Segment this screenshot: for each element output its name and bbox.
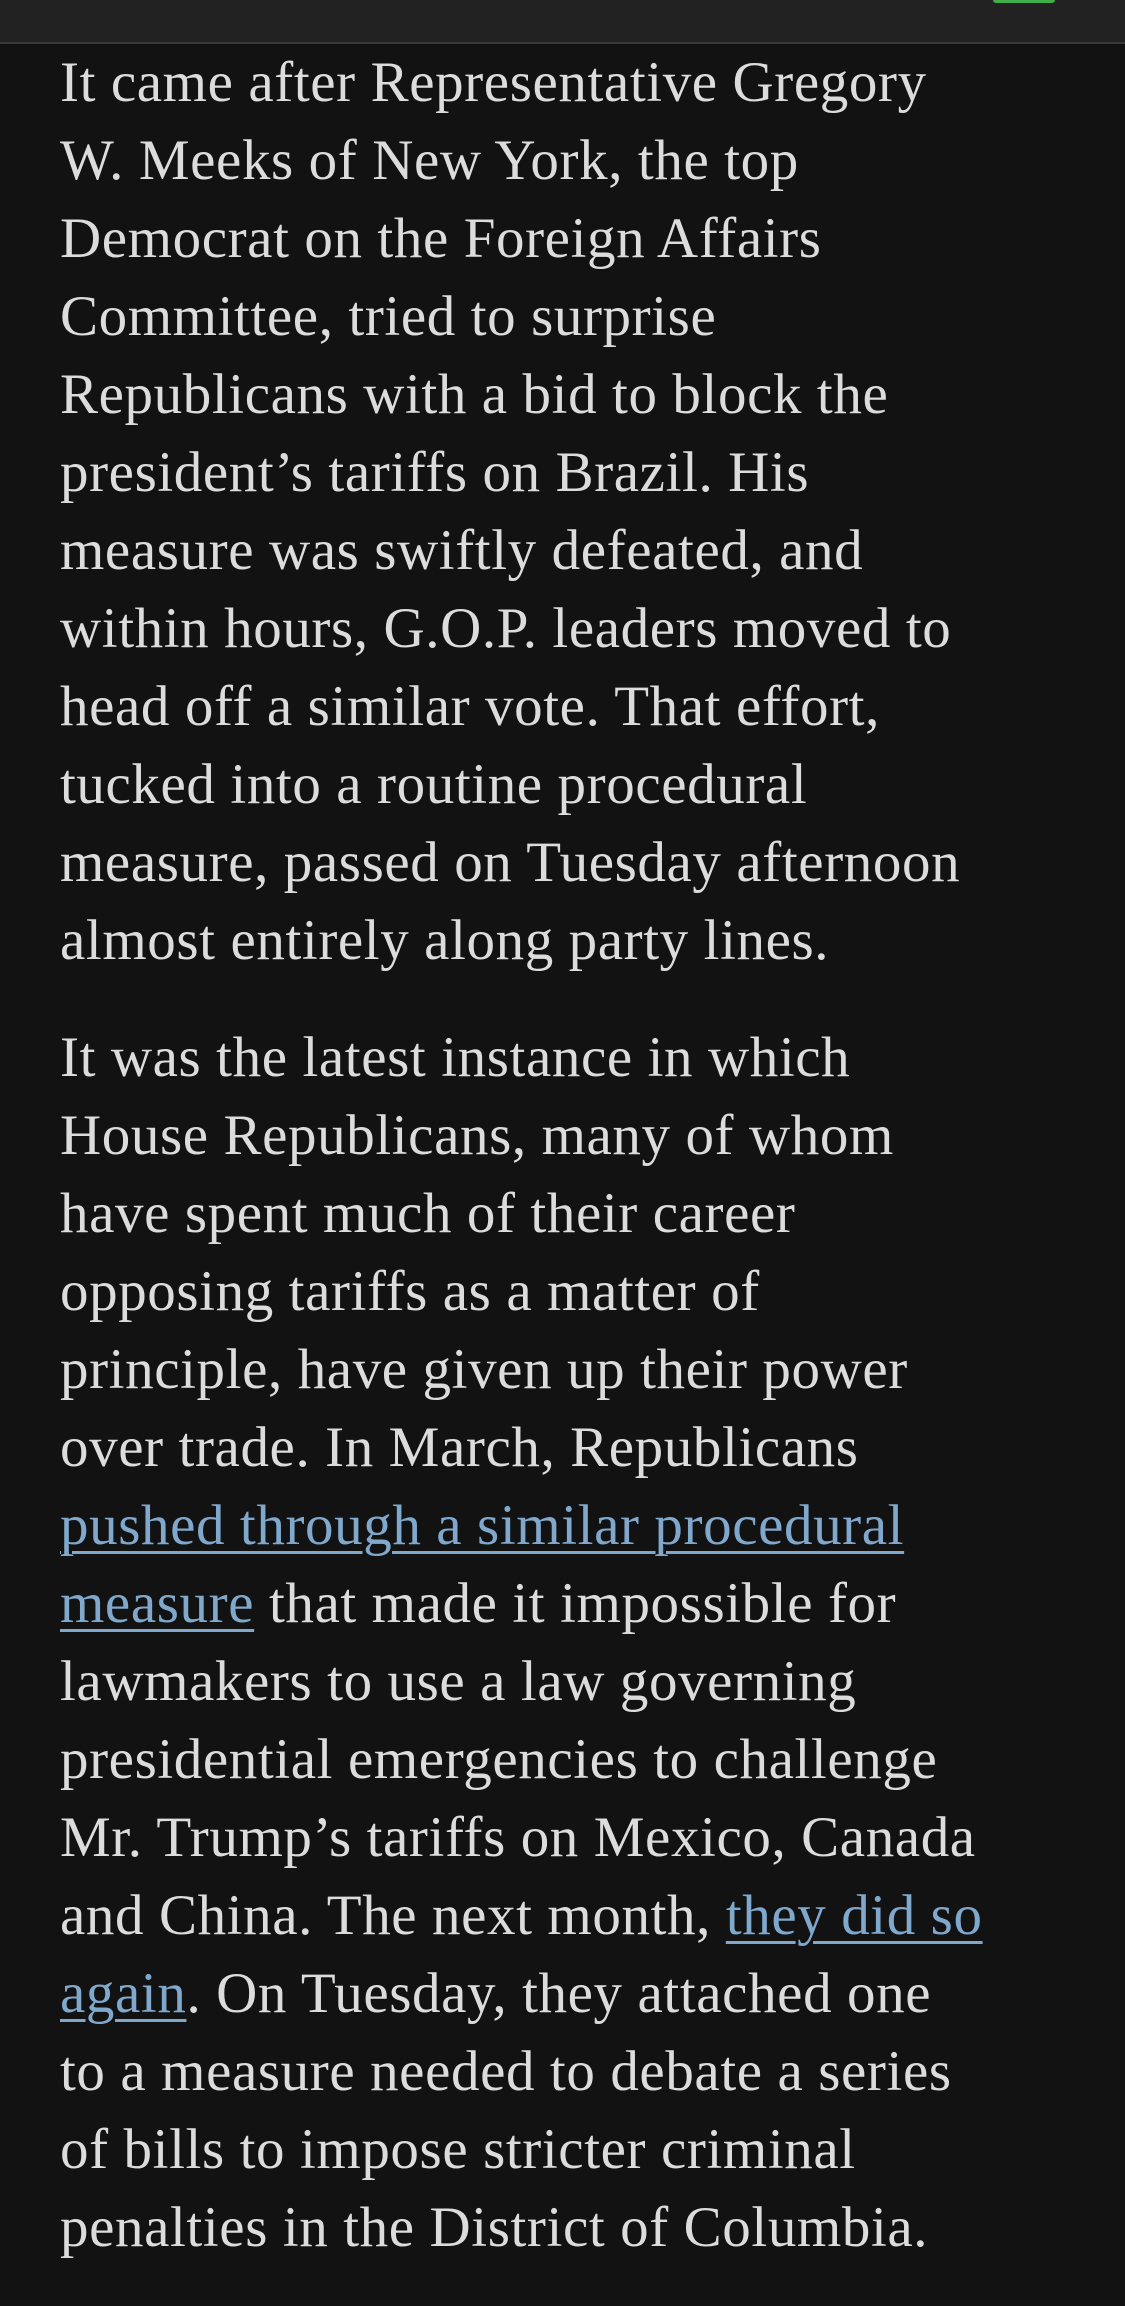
text-line: measure was swiftly defeated, and [60,512,1100,590]
inline-link[interactable]: they did so [725,1884,983,1947]
text-span: presidential emergencies to challenge [60,1728,938,1791]
text-line: to a measure needed to debate a series [60,2033,1100,2111]
text-span: Mr. Trump’s tariffs on Mexico, Canada [60,1806,976,1869]
article-paragraph: It was the latest instance in which House… [60,1019,1100,2267]
top-toolbar [0,0,1125,44]
text-line: within hours, G.O.P. leaders moved to [60,590,1100,668]
text-line: president’s tariffs on Brazil. His [60,434,1100,512]
text-line: It came after Representative Gregory [60,44,1100,122]
inline-link[interactable]: measure [60,1572,255,1635]
text-span: Republicans with a bid to block the [60,363,889,426]
text-span: House Republicans, many of whom [60,1104,894,1167]
text-span: and China. The next month, [60,1884,726,1947]
text-span: of bills to impose stricter criminal [60,2118,856,2181]
text-span: over trade. In March, Republicans [60,1416,859,1479]
text-span: . On Tuesday, they attached one [186,1962,932,2025]
text-line: pushed through a similar procedural [60,1487,1100,1565]
text-line: House Republicans, many of whom [60,1097,1100,1175]
text-line: Republicans with a bid to block the [60,356,1100,434]
text-line: penalties in the District of Columbia. [60,2189,1100,2267]
text-line: Democrat on the Foreign Affairs [60,200,1100,278]
text-span: opposing tariffs as a matter of [60,1260,760,1323]
text-span: tucked into a routine procedural [60,753,808,816]
text-line: over trade. In March, Republicans [60,1409,1100,1487]
text-line: measure, passed on Tuesday afternoon [60,824,1100,902]
text-span: president’s tariffs on Brazil. His [60,441,810,504]
text-line: principle, have given up their power [60,1331,1100,1409]
text-span: Democrat on the Foreign Affairs [60,207,822,270]
text-line: tucked into a routine procedural [60,746,1100,824]
text-line: It was the latest instance in which [60,1019,1100,1097]
text-span: penalties in the District of Columbia. [60,2196,929,2259]
text-span: almost entirely along party lines. [60,909,830,972]
toolbar-accent-button[interactable] [993,0,1055,3]
text-span: It was the latest instance in which [60,1026,851,1089]
text-line: and China. The next month, they did so [60,1877,1100,1955]
text-span: within hours, G.O.P. leaders moved to [60,597,952,660]
text-span: have spent much of their career [60,1182,796,1245]
text-line: Committee, tried to surprise [60,278,1100,356]
text-line: Mr. Trump’s tariffs on Mexico, Canada [60,1799,1100,1877]
text-span: lawmakers to use a law governing [60,1650,857,1713]
text-span: measure was swiftly defeated, and [60,519,864,582]
inline-link[interactable]: again [60,1962,187,2025]
text-span: It came after Representative Gregory [60,51,927,114]
text-line: lawmakers to use a law governing [60,1643,1100,1721]
text-span: Committee, tried to surprise [60,285,717,348]
text-line: presidential emergencies to challenge [60,1721,1100,1799]
text-span: head off a similar vote. That effort, [60,675,880,738]
article-body: It came after Representative Gregory W. M… [60,44,1100,2306]
text-span: W. Meeks of New York, the top [60,129,799,192]
inline-link[interactable]: pushed through a similar procedural [60,1494,905,1557]
text-span: principle, have given up their power [60,1338,908,1401]
text-line: have spent much of their career [60,1175,1100,1253]
text-span: that made it impossible for [254,1572,897,1635]
text-line: again. On Tuesday, they attached one [60,1955,1100,2033]
text-line: opposing tariffs as a matter of [60,1253,1100,1331]
article-paragraph: It came after Representative Gregory W. M… [60,44,1100,980]
text-span: to a measure needed to debate a series [60,2040,952,2103]
text-line: measure that made it impossible for [60,1565,1100,1643]
text-line: head off a similar vote. That effort, [60,668,1100,746]
text-line: W. Meeks of New York, the top [60,122,1100,200]
text-line: almost entirely along party lines. [60,902,1100,980]
text-span: measure, passed on Tuesday afternoon [60,831,961,894]
text-line: of bills to impose stricter criminal [60,2111,1100,2189]
